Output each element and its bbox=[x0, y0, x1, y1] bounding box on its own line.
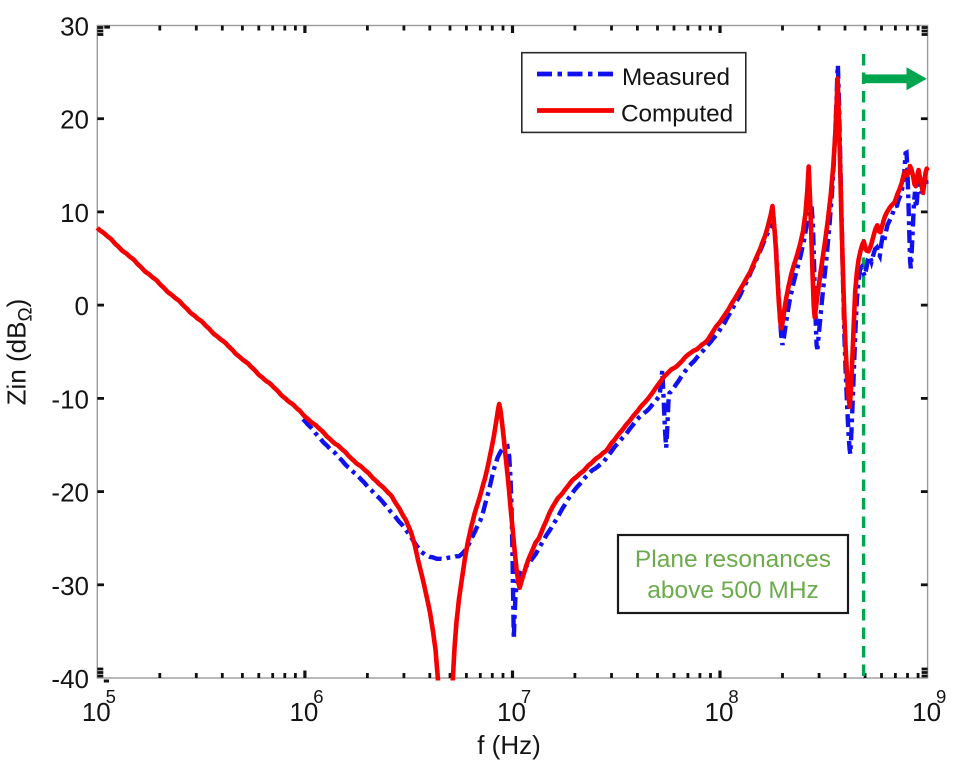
svg-text:7: 7 bbox=[521, 686, 531, 707]
svg-text:-10: -10 bbox=[51, 384, 89, 414]
svg-text:10: 10 bbox=[497, 697, 526, 727]
svg-text:8: 8 bbox=[728, 686, 738, 707]
svg-text:Plane resonances: Plane resonances bbox=[635, 546, 831, 573]
svg-text:20: 20 bbox=[60, 105, 89, 135]
svg-text:10: 10 bbox=[82, 697, 111, 727]
svg-text:0: 0 bbox=[75, 291, 89, 321]
svg-text:above 500 MHz: above 500 MHz bbox=[647, 577, 819, 604]
svg-text:6: 6 bbox=[313, 686, 323, 707]
svg-text:10: 10 bbox=[912, 697, 941, 727]
svg-text:10: 10 bbox=[60, 198, 89, 228]
svg-text:10: 10 bbox=[705, 697, 734, 727]
svg-text:10: 10 bbox=[289, 697, 318, 727]
svg-text:9: 9 bbox=[936, 686, 946, 707]
svg-text:-30: -30 bbox=[51, 571, 89, 601]
svg-text:-40: -40 bbox=[51, 664, 89, 694]
svg-text:-20: -20 bbox=[51, 478, 89, 508]
svg-text:30: 30 bbox=[60, 12, 89, 42]
svg-text:f (Hz): f (Hz) bbox=[477, 730, 541, 760]
svg-text:5: 5 bbox=[106, 686, 116, 707]
svg-text:Measured: Measured bbox=[622, 64, 730, 91]
svg-text:Computed: Computed bbox=[621, 100, 733, 127]
